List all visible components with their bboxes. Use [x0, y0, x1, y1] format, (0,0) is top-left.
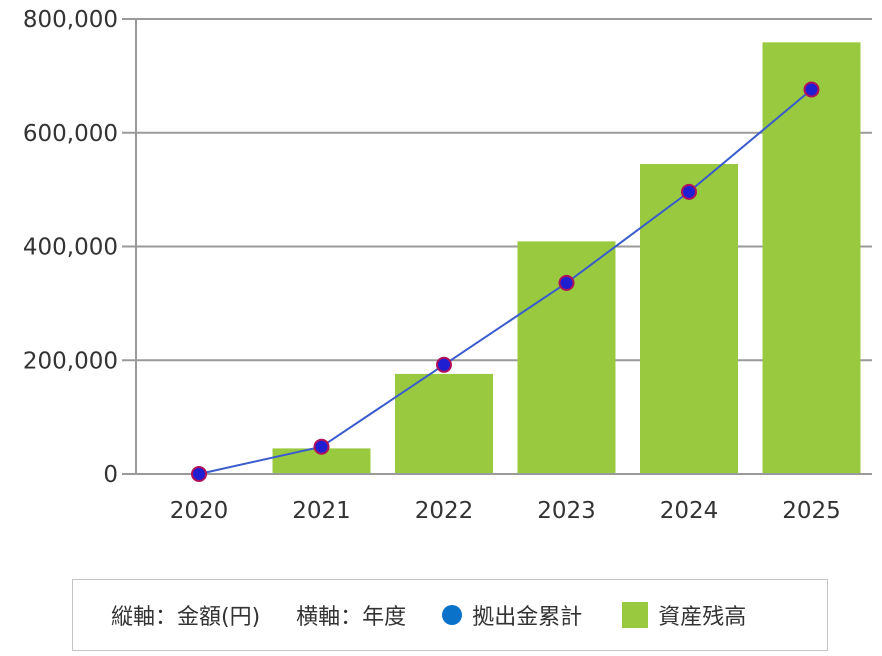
bar — [762, 42, 861, 474]
y-tick-label: 600,000 — [23, 121, 118, 147]
y-axis-ticks: 0 200,000 400,000 600,000 800,000 — [23, 7, 136, 488]
legend-square-icon — [622, 602, 649, 628]
x-tick-label: 2023 — [537, 498, 596, 524]
line-point — [191, 466, 207, 482]
legend-bar-label: 資産残高 — [658, 605, 747, 630]
bar — [395, 373, 493, 474]
y-tick-label: 0 — [103, 462, 118, 488]
legend: 縦軸：金額(円) 横軸：年度 拠出金累計 資産残高 — [72, 579, 828, 651]
x-axis-ticks: 2020 2021 2022 2023 2024 2025 — [170, 498, 841, 524]
legend-item-bar: 資産残高 — [622, 599, 746, 631]
y-tick-label: 800,000 — [23, 7, 118, 33]
y-tick-label: 400,000 — [23, 235, 118, 261]
line-point — [558, 274, 575, 291]
grid-lines — [136, 18, 872, 362]
legend-item-line: 拠出金累計 — [442, 599, 582, 631]
line-series — [191, 81, 820, 482]
x-tick-label: 2022 — [415, 498, 474, 524]
line-point — [313, 438, 330, 455]
legend-line-label: 拠出金累計 — [472, 605, 583, 630]
legend-dot-icon — [442, 605, 463, 625]
bar-series — [272, 42, 861, 474]
x-tick-label: 2020 — [170, 498, 229, 524]
line-point — [436, 356, 452, 373]
legend-y-axis-label: 縦軸：金額(円) — [111, 605, 261, 630]
legend-x-axis-label: 横軸：年度 — [296, 605, 407, 630]
line-point — [681, 183, 697, 200]
line-path — [198, 88, 813, 475]
x-tick-label: 2021 — [292, 498, 351, 524]
x-tick-label: 2024 — [660, 498, 719, 524]
x-tick-label: 2025 — [782, 498, 841, 524]
line-point — [803, 81, 820, 98]
bar — [640, 164, 738, 474]
y-tick-label: 200,000 — [23, 348, 118, 374]
